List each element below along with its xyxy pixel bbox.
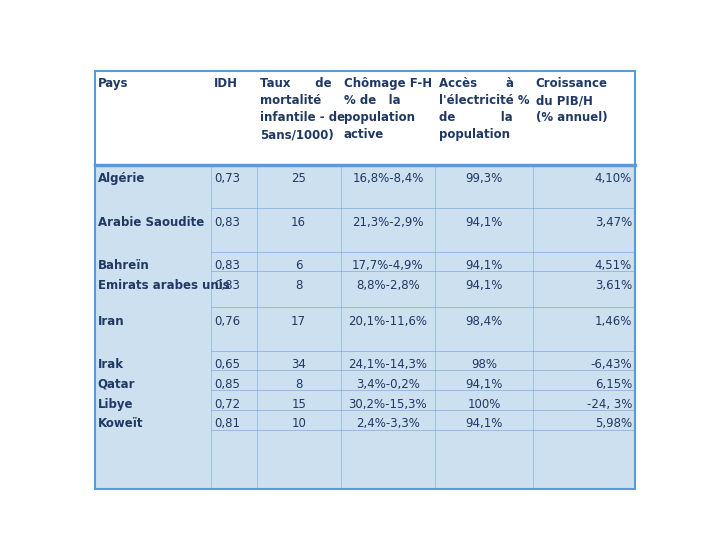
Text: 24,1%-14,3%: 24,1%-14,3% <box>348 358 427 371</box>
Text: -24, 3%: -24, 3% <box>587 398 632 411</box>
Text: Emirats arabes unis: Emirats arabes unis <box>98 279 229 292</box>
Text: Iran: Iran <box>98 315 125 328</box>
Text: 5,98%: 5,98% <box>595 418 632 430</box>
Text: 15: 15 <box>291 398 306 411</box>
Text: Bahreïn: Bahreïn <box>98 259 150 273</box>
Text: 98,4%: 98,4% <box>465 315 503 328</box>
Text: 25: 25 <box>291 172 306 186</box>
Text: 4,51%: 4,51% <box>595 259 632 273</box>
Text: Accès       à
l'électricité %
de           la
population: Accès à l'électricité % de la population <box>439 77 529 141</box>
Text: 30,2%-15,3%: 30,2%-15,3% <box>349 398 427 411</box>
Text: -6,43%: -6,43% <box>590 358 632 371</box>
Text: 94,1%: 94,1% <box>465 216 503 229</box>
Text: 2,4%-3,3%: 2,4%-3,3% <box>356 418 420 430</box>
Text: 3,61%: 3,61% <box>595 279 632 292</box>
Text: 6,15%: 6,15% <box>595 378 632 391</box>
Text: Pays: Pays <box>98 77 128 90</box>
Text: 0,81: 0,81 <box>214 418 240 430</box>
Text: 8,8%-2,8%: 8,8%-2,8% <box>356 279 420 292</box>
Text: 0,72: 0,72 <box>214 398 240 411</box>
Text: 1,46%: 1,46% <box>595 315 632 328</box>
Text: 94,1%: 94,1% <box>465 279 503 292</box>
Text: 0,83: 0,83 <box>214 259 240 273</box>
Text: 8: 8 <box>295 279 303 292</box>
Text: 0,76: 0,76 <box>214 315 240 328</box>
Text: 20,1%-11,6%: 20,1%-11,6% <box>348 315 427 328</box>
Text: 10: 10 <box>291 418 306 430</box>
Text: 17,7%-4,9%: 17,7%-4,9% <box>352 259 424 273</box>
Text: Algérie: Algérie <box>98 172 145 186</box>
Text: 0,83: 0,83 <box>214 279 240 292</box>
Text: 16,8%-8,4%: 16,8%-8,4% <box>352 172 424 186</box>
Text: 0,85: 0,85 <box>214 378 240 391</box>
Text: IDH: IDH <box>214 77 238 90</box>
Text: Koweït: Koweït <box>98 418 143 430</box>
Text: 98%: 98% <box>471 358 497 371</box>
Text: Chômage F-H
% de   la
population
active: Chômage F-H % de la population active <box>344 77 432 141</box>
Text: 17: 17 <box>291 315 306 328</box>
Text: 34: 34 <box>291 358 306 371</box>
Text: 100%: 100% <box>467 398 501 411</box>
Text: 4,10%: 4,10% <box>595 172 632 186</box>
Text: Taux      de
mortalité
infantile - de
5ans/1000): Taux de mortalité infantile - de 5ans/10… <box>260 77 345 141</box>
Text: 0,83: 0,83 <box>214 216 240 229</box>
Text: 3,47%: 3,47% <box>595 216 632 229</box>
Text: 21,3%-2,9%: 21,3%-2,9% <box>352 216 424 229</box>
Text: Irak: Irak <box>98 358 124 371</box>
Text: 3,4%-0,2%: 3,4%-0,2% <box>356 378 420 391</box>
Text: Arabie Saoudite: Arabie Saoudite <box>98 216 204 229</box>
Text: Croissance
du PIB/H
(% annuel): Croissance du PIB/H (% annuel) <box>536 77 608 124</box>
Text: 94,1%: 94,1% <box>465 378 503 391</box>
Text: 16: 16 <box>291 216 306 229</box>
Text: Libye: Libye <box>98 398 133 411</box>
Text: Qatar: Qatar <box>98 378 135 391</box>
Text: 0,73: 0,73 <box>214 172 240 186</box>
Text: 6: 6 <box>295 259 303 273</box>
Text: 8: 8 <box>295 378 303 391</box>
Text: 0,65: 0,65 <box>214 358 240 371</box>
Bar <box>95 71 635 165</box>
Text: 99,3%: 99,3% <box>465 172 503 186</box>
Text: 94,1%: 94,1% <box>465 418 503 430</box>
Text: 94,1%: 94,1% <box>465 259 503 273</box>
